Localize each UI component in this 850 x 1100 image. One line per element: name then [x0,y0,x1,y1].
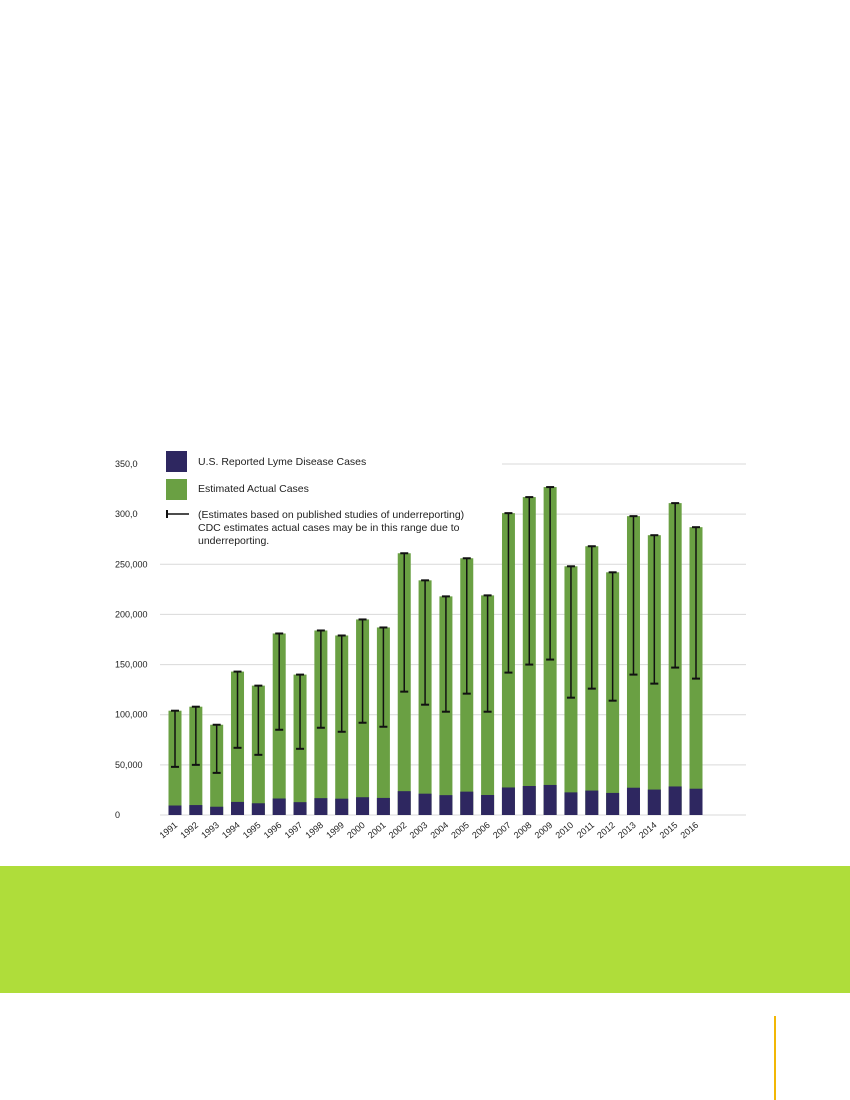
bar-reported-2003 [418,793,432,815]
x-tick-label-2016: 2016 [679,820,701,841]
bar-reported-2008 [522,785,536,815]
bar-reported-2005 [460,791,474,815]
x-tick-label-2001: 2001 [366,820,388,841]
y-tick-label-6: 300,000 [115,509,148,519]
x-tick-label-1998: 1998 [303,820,325,841]
error-bars [171,486,700,774]
x-tick-label-2012: 2012 [595,820,617,841]
x-tick-label-2006: 2006 [470,820,492,841]
y-tick-label-5: 250,000 [115,559,148,569]
legend-swatch-reported [166,451,187,472]
legend-swatch-estimated [166,479,187,500]
x-tick-label-2008: 2008 [512,820,534,841]
bar-reported-2010 [564,792,578,815]
bar-reported-1993 [210,806,224,815]
bar-reported-2012 [606,792,620,815]
x-tick-label-1995: 1995 [241,820,263,841]
legend: U.S. Reported Lyme Disease Cases Estimat… [138,440,502,550]
legend-label-estimated: Estimated Actual Cases [198,483,309,495]
legend-errorbar-line-1: (Estimates based on published studies of… [198,509,464,521]
bar-reported-1995 [251,803,265,815]
bar-reported-2004 [439,795,453,815]
x-tick-label-2003: 2003 [408,820,430,841]
y-tick-label-7: 350,000 [115,459,148,469]
legend-errorbar-line-3: underreporting. [198,535,269,547]
x-tick-label-2000: 2000 [345,820,367,841]
x-tick-label-1993: 1993 [199,820,221,841]
bar-reported-2015 [668,786,682,815]
x-tick-label-2015: 2015 [658,820,680,841]
bar-reported-2011 [585,790,599,815]
bar-reported-2001 [376,797,390,815]
y-tick-label-3: 150,000 [115,660,148,670]
y-tick-label-2: 100,000 [115,710,148,720]
bar-reported-1994 [231,801,245,815]
bar-reported-1997 [293,802,307,815]
bar-reported-1996 [272,798,286,815]
x-tick-label-1994: 1994 [220,820,242,841]
x-tick-label-2009: 2009 [533,820,555,841]
gold-vertical-rule [774,1016,776,1100]
x-tick-label-1996: 1996 [262,820,284,841]
legend-errorbar-line-2: CDC estimates actual cases may be in thi… [198,522,460,534]
bar-reported-1998 [314,798,328,815]
x-axis-ticks: 1991 1992 1993 1994 1995 1996 1997 1998 1999 2000… [158,820,701,841]
bar-reported-1992 [189,805,203,815]
x-tick-label-2004: 2004 [428,820,450,841]
y-tick-label-0: 0 [115,810,120,820]
bar-reported-2016 [689,788,703,815]
y-tick-label-4: 200,000 [115,609,148,619]
x-tick-label-2005: 2005 [449,820,471,841]
bar-reported-2009 [543,784,557,815]
y-tick-label-1: 50,000 [115,760,143,770]
bar-reported-1991 [168,805,182,815]
x-tick-label-2011: 2011 [575,820,596,840]
legend-background [138,440,502,550]
bar-reported-2014 [647,789,661,815]
x-tick-label-1999: 1999 [324,820,346,841]
legend-errorbar-symbol [166,510,189,518]
bar-reported-2013 [626,787,640,815]
bar-reported-2007 [501,787,515,815]
x-tick-label-2013: 2013 [616,820,638,841]
green-footer-band [0,866,850,993]
bar-reported-2000 [356,797,370,815]
legend-label-reported: U.S. Reported Lyme Disease Cases [198,456,366,468]
x-tick-label-2010: 2010 [553,820,575,841]
x-tick-label-1991: 1991 [158,820,180,841]
y-axis-ticks: 0 50,000 100,000 150,000 200,000 250,000 300,0… [115,459,148,820]
x-tick-label-2014: 2014 [637,820,659,841]
x-tick-label-1992: 1992 [178,820,200,841]
bar-reported-2002 [397,791,411,815]
x-tick-label-2002: 2002 [387,820,409,841]
x-tick-label-2007: 2007 [491,820,513,841]
bar-reported-1999 [335,798,349,815]
bar-reported-2006 [481,795,495,815]
x-tick-label-1997: 1997 [283,820,305,841]
